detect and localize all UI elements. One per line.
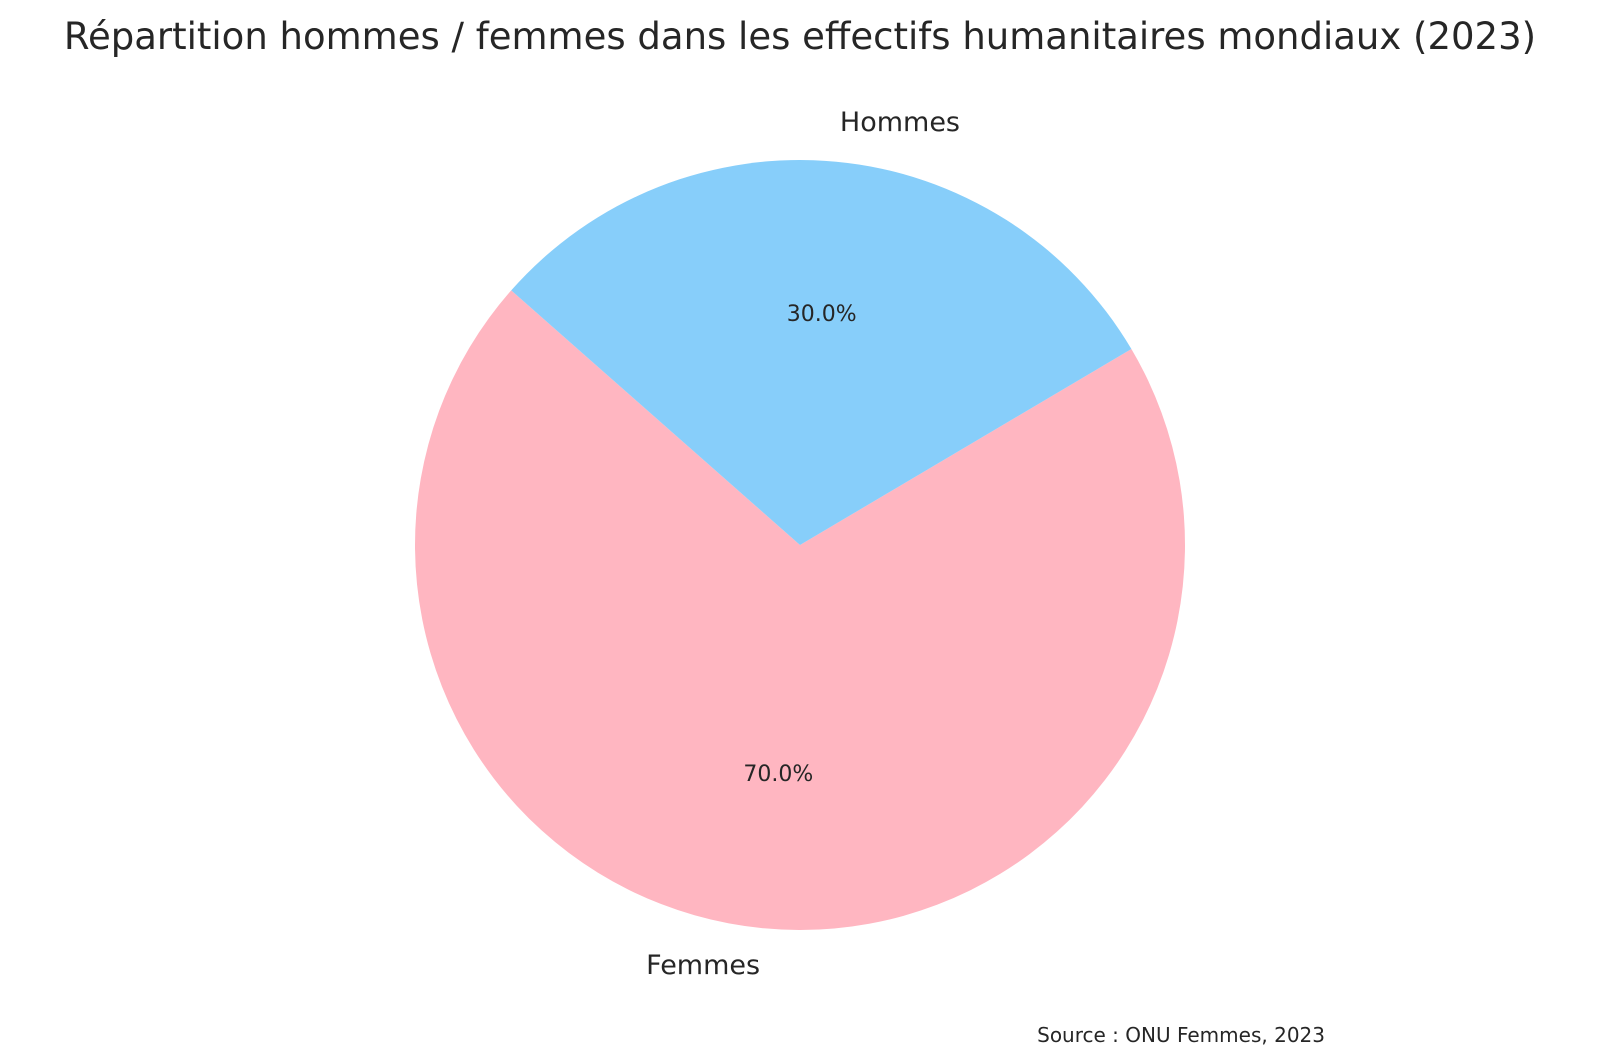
slice-label-hommes: Hommes <box>840 107 960 138</box>
pct-label-hommes: 30.0% <box>787 302 857 327</box>
pie-slice-femmes <box>415 290 1186 930</box>
source-note: Source : ONU Femmes, 2023 <box>1037 1023 1325 1047</box>
chart-title: Répartition hommes / femmes dans les eff… <box>64 15 1536 58</box>
pie-slice-hommes <box>511 159 1132 546</box>
pct-label-femmes: 70.0% <box>743 762 813 787</box>
pie-labels: Femmes 70.0% Hommes 30.0% <box>646 107 960 981</box>
pie-slices <box>415 159 1186 930</box>
slice-label-femmes: Femmes <box>646 950 760 981</box>
